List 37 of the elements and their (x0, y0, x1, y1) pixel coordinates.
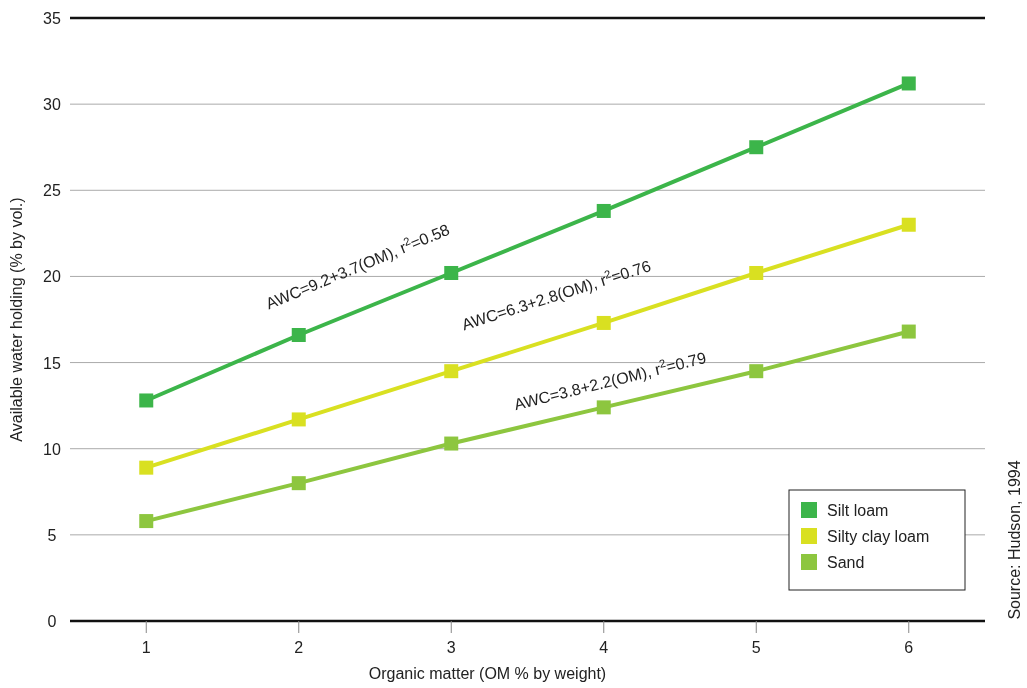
x-tick-label: 1 (141, 639, 151, 656)
y-tick-label: 10 (43, 440, 61, 458)
point (901, 324, 916, 339)
x-tick-label: 4 (599, 639, 609, 656)
legend-label: Silt loam (827, 502, 889, 519)
point (444, 436, 459, 451)
point (139, 393, 154, 408)
point (291, 328, 306, 343)
y-tick-label: 20 (43, 268, 61, 286)
point (139, 514, 154, 529)
source-note: Source: Hudson, 1994 (1006, 460, 1023, 620)
y-tick-label: 35 (43, 10, 61, 27)
point (749, 265, 764, 280)
point (596, 203, 611, 218)
point (901, 217, 916, 232)
x-tick-label: 5 (751, 639, 761, 656)
point (901, 76, 916, 91)
point (291, 412, 306, 427)
y-tick-label: 5 (47, 526, 57, 544)
x-tick-label: 3 (446, 639, 456, 656)
point (291, 476, 306, 491)
y-tick-label: 15 (43, 354, 61, 372)
point (749, 364, 764, 379)
point (596, 315, 611, 330)
y-axis-title: Available water holding (% by vol.) (8, 197, 25, 442)
y-tick-label: 0 (47, 613, 57, 630)
point (444, 364, 459, 379)
x-tick-label: 2 (294, 639, 304, 656)
point (444, 265, 459, 280)
x-tick-label: 6 (904, 639, 914, 656)
y-tick-label: 25 (43, 182, 61, 200)
legend-label: Sand (827, 554, 865, 571)
x-axis-title: Organic matter (OM % by weight) (368, 665, 607, 682)
point (749, 140, 764, 155)
legend-label: Silty clay loam (827, 528, 930, 545)
point (139, 460, 154, 475)
y-tick-label: 30 (43, 96, 61, 114)
